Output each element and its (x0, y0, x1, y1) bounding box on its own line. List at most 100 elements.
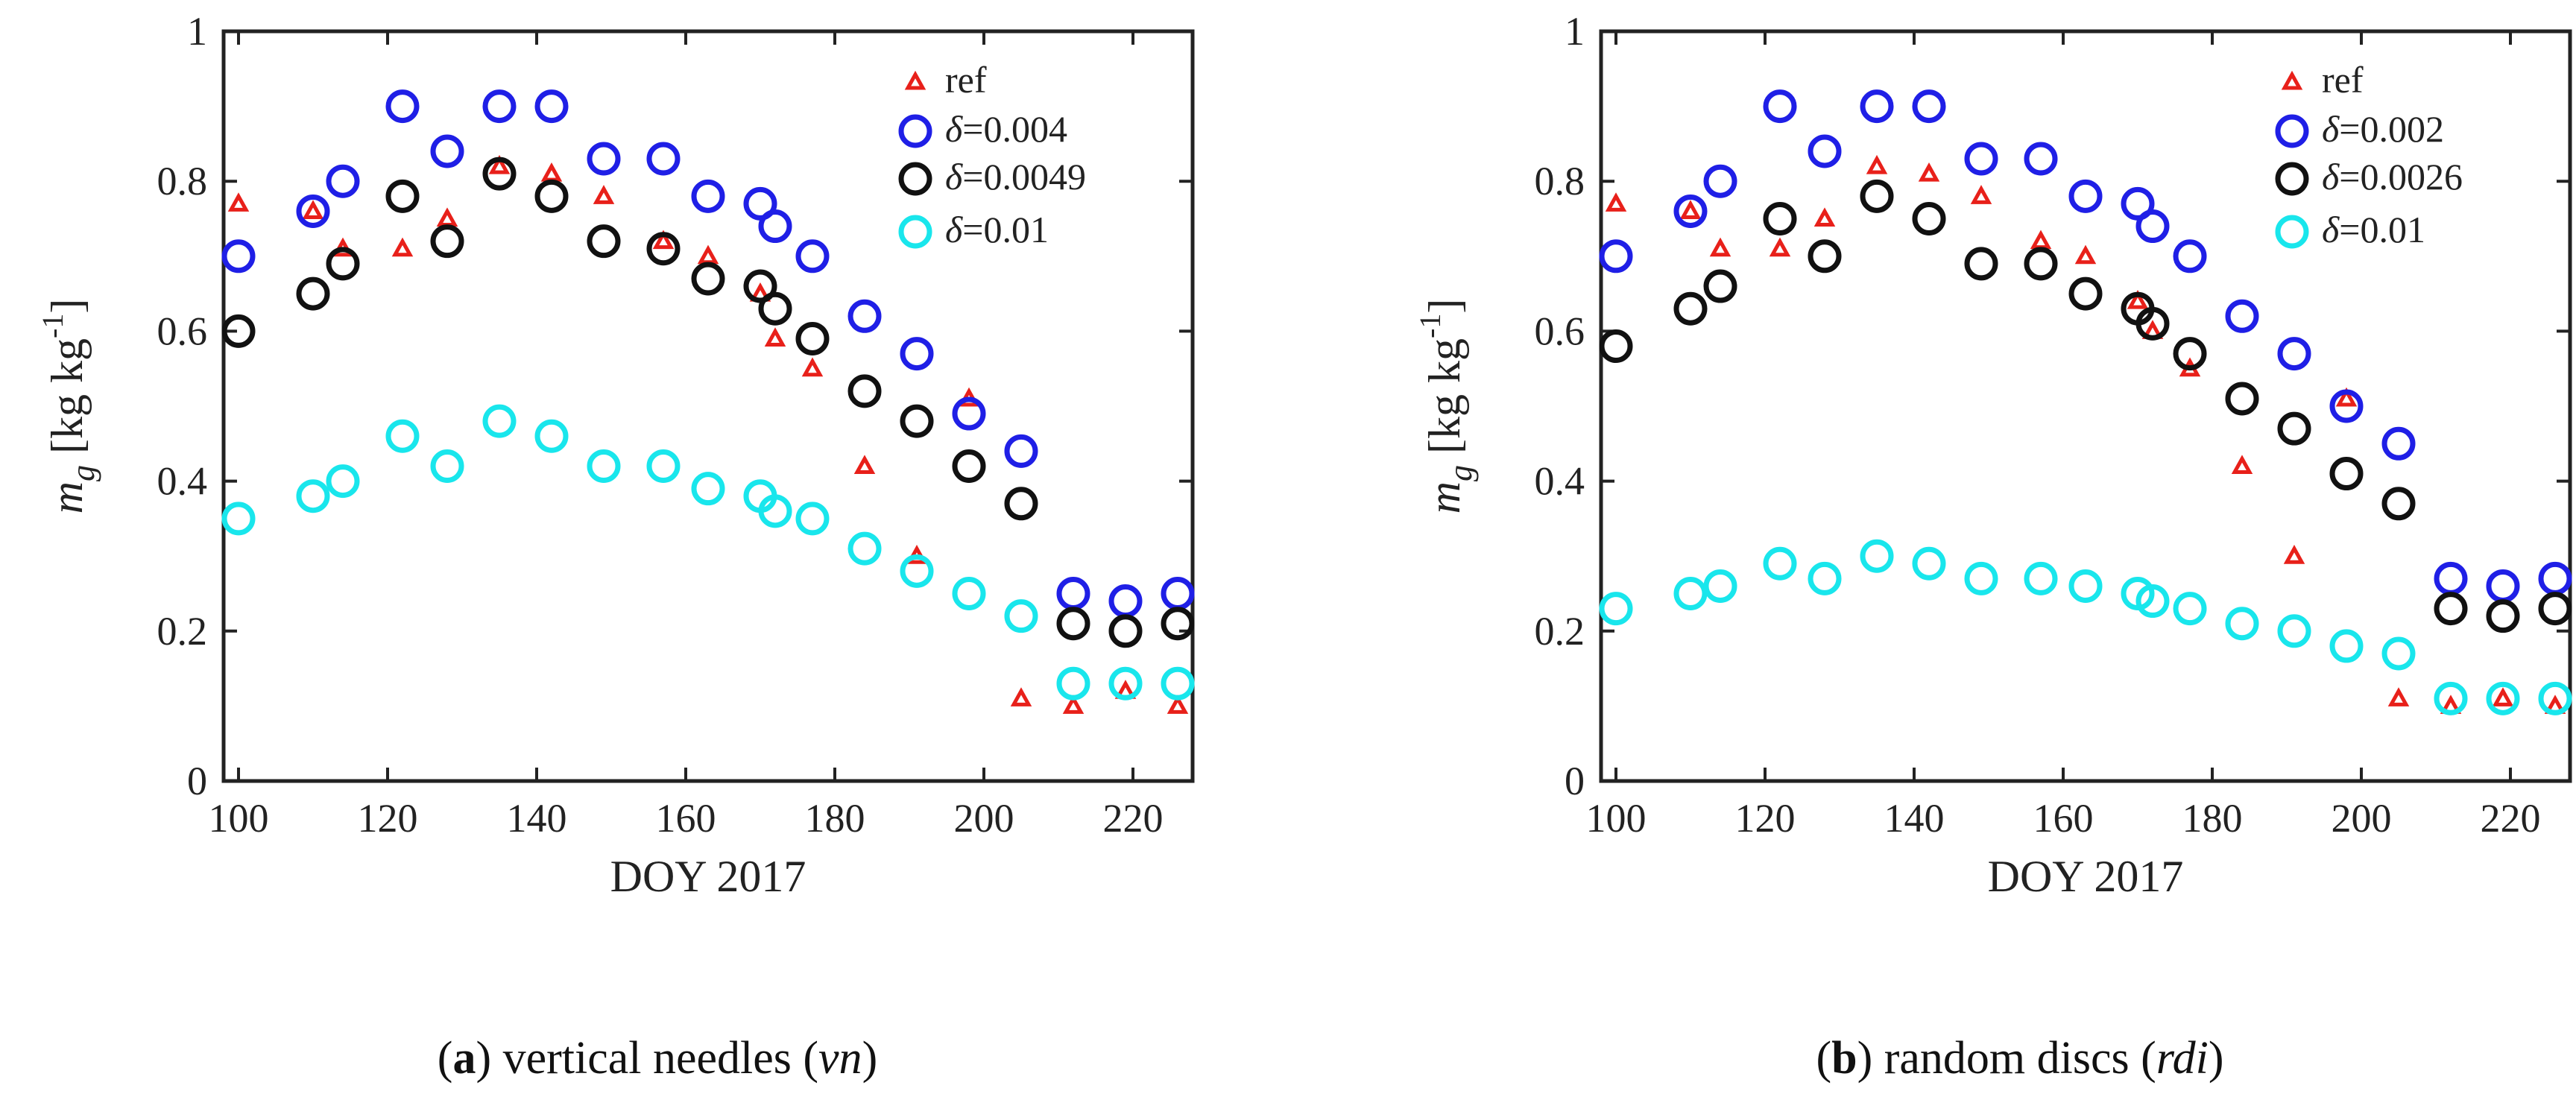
data-point (795, 239, 830, 274)
data-point (1808, 239, 1842, 274)
data-point (2277, 411, 2311, 446)
data-point (1161, 666, 1195, 701)
data-point (952, 449, 986, 483)
legend-label-value: =0.01 (962, 209, 1049, 250)
data-point (482, 156, 517, 191)
legend-label-symbol: δ (945, 108, 963, 150)
data-point (1599, 239, 1633, 274)
data-point (795, 321, 830, 355)
data-point (847, 299, 882, 333)
data-point (1010, 687, 1032, 706)
legend-label: δ=0.0049 (945, 156, 1086, 197)
data-point (2121, 186, 2155, 221)
x-tick-label: 200 (954, 796, 1014, 841)
legend-label: δ=0.002 (2322, 108, 2444, 150)
data-point (691, 472, 725, 506)
y-axis-label-close: ] (42, 299, 92, 314)
data-point (900, 337, 934, 371)
caption-close-letter: ) (1857, 1033, 1873, 1084)
data-point (847, 531, 882, 566)
caption-open: ( (1816, 1033, 1831, 1084)
series-0 (1605, 154, 2566, 714)
data-point (587, 449, 621, 483)
data-point (2231, 455, 2253, 474)
y-axis-label-unit: [kg kg (1420, 338, 1469, 465)
x-tick-label: 100 (209, 796, 269, 841)
data-point (436, 207, 458, 227)
legend-label: ref (2322, 59, 2364, 101)
legend-label: δ=0.01 (2322, 209, 2425, 250)
data-point (2225, 299, 2259, 333)
data-point (691, 179, 725, 213)
y-axis-label-subscript: g (65, 465, 101, 481)
data-point (1860, 539, 1894, 573)
data-point (587, 224, 621, 259)
data-point (2381, 487, 2416, 521)
y-tick-label: 0.4 (1535, 459, 1585, 504)
legend-label-symbol: δ (945, 209, 963, 250)
data-point (2486, 569, 2520, 603)
y-axis-label: mg [kg kg-1] (1413, 299, 1479, 514)
series-3 (221, 404, 1195, 701)
data-point (764, 327, 786, 347)
y-tick-label: 0.6 (157, 309, 208, 353)
data-point (2074, 244, 2097, 265)
data-point (430, 449, 464, 483)
data-point (2127, 290, 2149, 309)
plot-area-frame (221, 29, 1195, 783)
plot-area-frame (1599, 29, 2572, 783)
data-point (646, 449, 681, 483)
data-point (691, 262, 725, 296)
caption-end: ) (862, 1033, 878, 1084)
data-point (227, 192, 250, 212)
data-point (296, 194, 330, 228)
data-point (2135, 209, 2170, 244)
caption-end: ) (2209, 1033, 2224, 1084)
x-tick-label: 100 (1586, 796, 1647, 841)
data-point (1860, 89, 1894, 124)
data-point (1964, 142, 1998, 176)
data-point (853, 455, 876, 474)
legend-label: δ=0.0026 (2322, 156, 2463, 197)
data-point (900, 554, 934, 588)
data-point (296, 276, 330, 311)
x-axis-label: DOY 2017 (610, 852, 806, 901)
y-axis-label-symbol: m (1420, 481, 1469, 513)
x-tick-label: 160 (656, 796, 716, 841)
data-point (1769, 237, 1791, 257)
y-tick-label: 1 (1565, 9, 1585, 54)
y-tick-label: 0 (1565, 759, 1585, 803)
data-point (1763, 89, 1797, 124)
y-tick-label: 0.4 (157, 459, 208, 504)
data-point (847, 374, 882, 408)
data-point (1703, 164, 1737, 198)
y-tick-label: 0 (187, 759, 207, 803)
legend-marker (2275, 114, 2309, 148)
data-point (2225, 607, 2259, 641)
data-point (2024, 247, 2058, 281)
data-point (302, 200, 324, 219)
legend-label: δ=0.004 (945, 108, 1067, 150)
data-point (2538, 561, 2572, 595)
data-point (2486, 599, 2520, 633)
data-point (2329, 389, 2364, 423)
data-point (1161, 607, 1195, 641)
y-axis-label-superscript: -1 (36, 314, 69, 338)
data-point (2492, 687, 2514, 706)
legend-label-symbol: δ (2322, 156, 2340, 197)
data-point (1912, 89, 1946, 124)
data-point (646, 142, 681, 176)
data-point (534, 419, 569, 453)
x-tick-label: 220 (2481, 796, 2541, 841)
data-point (534, 179, 569, 213)
legend-label-value: =0.004 (962, 108, 1067, 150)
x-tick-label: 120 (1735, 796, 1796, 841)
data-point (900, 404, 934, 438)
data-point (758, 209, 792, 244)
data-point (1161, 577, 1195, 610)
y-axis-label-superscript: -1 (1413, 314, 1447, 338)
legend-label: δ=0.01 (945, 209, 1049, 250)
y-axis-label-symbol: m (42, 481, 92, 513)
